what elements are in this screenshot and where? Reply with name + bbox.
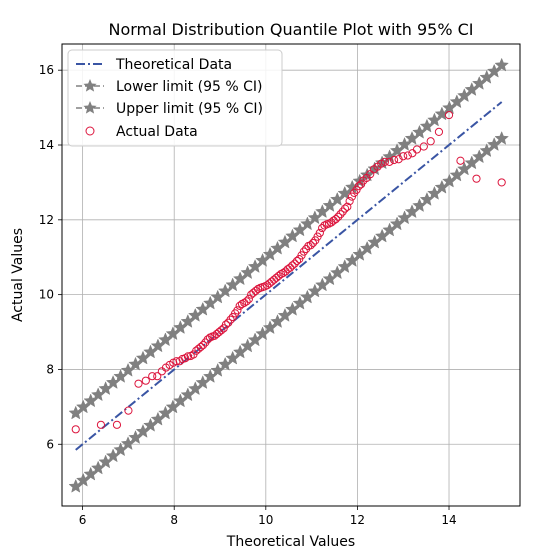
actual-data-point bbox=[292, 256, 302, 266]
actual-data-point bbox=[389, 155, 399, 165]
actual-data-point bbox=[217, 326, 226, 335]
actual-data-point bbox=[354, 182, 363, 191]
actual-data-point bbox=[336, 210, 345, 219]
grid bbox=[62, 44, 520, 506]
legend-star-swatch bbox=[83, 79, 97, 92]
actual-data-point bbox=[290, 259, 299, 268]
legend-label: Upper limit (95 % CI) bbox=[116, 101, 263, 117]
actual-data-point bbox=[183, 352, 193, 361]
actual-data-point bbox=[331, 214, 340, 224]
actual-data-point bbox=[172, 357, 181, 366]
chart-title: Normal Distribution Quantile Plot with 9… bbox=[109, 20, 474, 39]
x-tick-label: 14 bbox=[441, 513, 456, 527]
actual-data-point bbox=[419, 142, 428, 151]
x-tick-label: 6 bbox=[79, 513, 87, 527]
actual-data-point bbox=[399, 152, 408, 161]
lower-limit bbox=[68, 130, 509, 493]
legend-box bbox=[67, 49, 283, 147]
actual-data-point bbox=[96, 420, 106, 429]
actual-data-point bbox=[198, 341, 208, 350]
y-axis-label: Actual Values bbox=[10, 228, 26, 322]
actual-data-point bbox=[380, 157, 389, 166]
y-tick-label: 16 bbox=[39, 63, 54, 77]
actual-data-point bbox=[412, 145, 422, 154]
y-tick-label: 6 bbox=[46, 437, 54, 451]
x-tick-label: 12 bbox=[350, 513, 365, 527]
actual-data-point bbox=[334, 212, 343, 221]
actual-data-point bbox=[196, 342, 205, 352]
series-layer bbox=[68, 57, 509, 493]
legend-circle-swatch bbox=[85, 126, 95, 136]
actual-data-point bbox=[274, 271, 283, 281]
legend: Theoretical Data Lower limit (95 % CI) Upp… bbox=[67, 49, 283, 147]
legend-label: Actual Data bbox=[116, 124, 198, 140]
actual-data-point bbox=[340, 204, 350, 213]
x-tick-label: 8 bbox=[170, 513, 178, 527]
actual-data-point bbox=[456, 156, 465, 165]
actual-data-point bbox=[472, 174, 481, 183]
actual-data-point bbox=[235, 301, 244, 310]
actual-data-point bbox=[285, 263, 295, 272]
actual-data-point bbox=[345, 197, 354, 206]
x-axis-label: Theoretical Values bbox=[226, 534, 355, 550]
x-tick-label: 10 bbox=[258, 513, 273, 527]
actual-data-point bbox=[148, 372, 157, 381]
legend-label: Lower limit (95 % CI) bbox=[116, 79, 262, 95]
theoretical-line bbox=[75, 101, 503, 451]
y-tick-label: 10 bbox=[39, 288, 54, 302]
actual-data-point bbox=[244, 295, 253, 304]
y-tick-label: 8 bbox=[46, 362, 54, 376]
actual-data-point bbox=[315, 228, 324, 238]
actual-data-point bbox=[134, 379, 143, 388]
actual-data-point bbox=[153, 372, 162, 381]
lower-limit-marker bbox=[494, 130, 509, 145]
legend-label: Theoretical Data bbox=[115, 57, 232, 73]
actual-data-point bbox=[251, 286, 260, 295]
actual-data-point bbox=[288, 261, 297, 270]
actual-data bbox=[71, 110, 506, 434]
actual-data-point bbox=[203, 335, 212, 344]
actual-data-point bbox=[385, 157, 394, 166]
actual-data-point bbox=[233, 306, 242, 315]
upper-limit-marker bbox=[494, 57, 509, 72]
actual-data-point bbox=[299, 247, 308, 256]
actual-data-point bbox=[394, 155, 403, 164]
actual-data-point bbox=[343, 202, 352, 211]
y-tick-label: 14 bbox=[39, 138, 54, 152]
actual-data-point bbox=[226, 315, 235, 324]
actual-data-point bbox=[141, 376, 150, 385]
y-tick-label: 12 bbox=[39, 213, 54, 227]
actual-data-point bbox=[497, 178, 506, 187]
actual-data-point bbox=[403, 151, 412, 160]
legend-star-swatch bbox=[83, 101, 97, 114]
axes-frame bbox=[61, 43, 521, 507]
actual-data-point bbox=[306, 241, 315, 250]
actual-data-point bbox=[124, 406, 133, 415]
actual-data-point bbox=[242, 297, 251, 306]
actual-data-point bbox=[308, 238, 318, 248]
actual-data-point bbox=[221, 320, 231, 329]
actual-data-point bbox=[112, 420, 122, 429]
x-axis-ticks: 6 8 10 12 14 bbox=[79, 506, 457, 527]
actual-data-point bbox=[426, 137, 435, 146]
actual-data-point bbox=[71, 425, 80, 434]
actual-data-point bbox=[444, 110, 454, 120]
y-axis-ticks: 6 8 10 12 14 16 bbox=[39, 63, 62, 451]
actual-data-point bbox=[434, 127, 444, 137]
actual-data-point bbox=[181, 354, 190, 363]
